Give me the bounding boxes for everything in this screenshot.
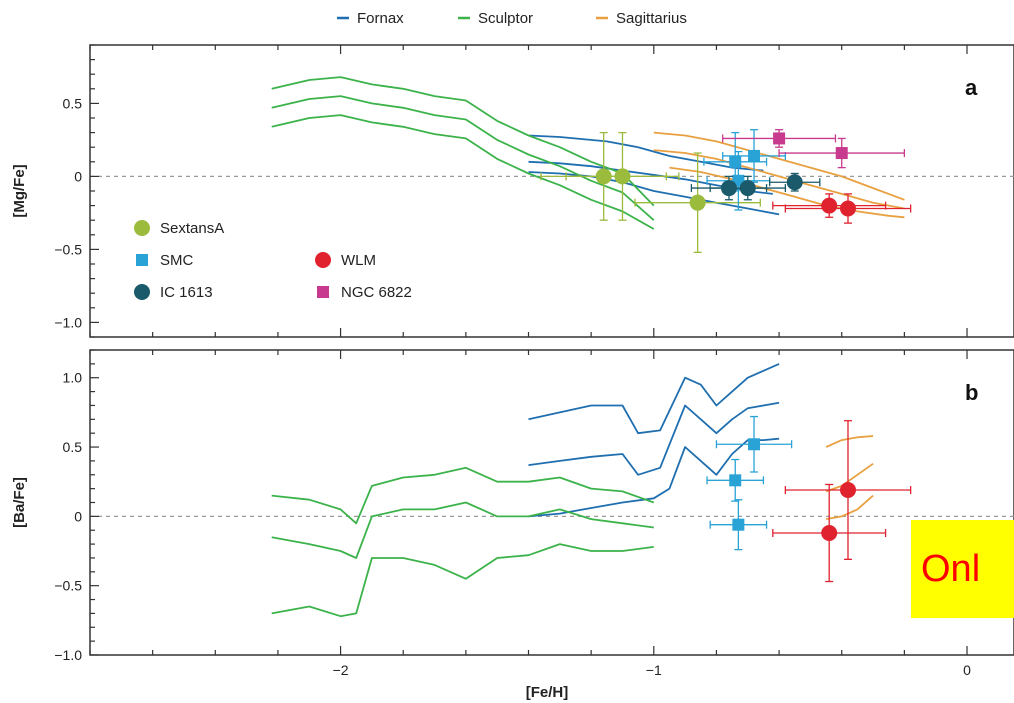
data-point-wlm [839, 200, 856, 217]
series-line-sculptor [271, 76, 655, 207]
legend-marker-ic-1613 [134, 284, 150, 300]
series-line-fornax [528, 437, 780, 518]
legend-label-sagittarius: Sagittarius [616, 10, 687, 27]
y-tick-label: −0.5 [54, 241, 82, 257]
y-tick-label: 0.5 [63, 95, 83, 111]
series-line-sagittarius [669, 166, 905, 219]
legend-label-smc: SMC [160, 252, 194, 269]
data-point-smc [729, 155, 742, 168]
plot-frame [89, 349, 1014, 656]
y-tick-label: 1.0 [63, 370, 83, 386]
plot-frame [89, 44, 1014, 338]
data-point-sextansa [689, 194, 706, 211]
x-tick-label: −1 [646, 662, 662, 678]
y-tick-label: 0 [74, 508, 82, 524]
data-point-smc [748, 149, 761, 162]
panel-b-ba-fe: −1.0 −0.5 0 0.5 1.0 −2 −1 0 [Ba/Fe] [Fe/H] b [11, 349, 1014, 701]
series-line-sculptor [271, 114, 655, 230]
legend-marker-sextansa [134, 220, 150, 236]
x-tick-label: −2 [333, 662, 349, 678]
y-tick-label: −1.0 [54, 314, 82, 330]
series-line-fornax [528, 171, 780, 216]
data-point-ngc-6822 [835, 147, 848, 160]
panel-letter: a [965, 75, 978, 100]
series-line-sculptor [271, 95, 655, 221]
y-axis-title: [Ba/Fe] [11, 477, 28, 528]
legend-label-fornax: Fornax [357, 10, 404, 27]
legend-label-sextansa: SextansA [160, 220, 224, 237]
data-point-wlm [839, 482, 856, 499]
series-line-sculptor [271, 543, 654, 618]
data-point-ic-1613 [739, 180, 756, 197]
legend-label-ic-1613: IC 1613 [160, 284, 213, 301]
series-line-sagittarius [653, 149, 905, 210]
legend-marker-smc [136, 254, 148, 266]
series-legend: Fornax Sculptor Sagittarius [337, 10, 687, 27]
legend-label-ngc-6822: NGC 6822 [341, 284, 412, 301]
series-line-sagittarius [825, 435, 874, 448]
legend-marker-ngc-6822 [317, 286, 329, 298]
data-point-wlm [821, 525, 838, 541]
panel-letter: b [965, 380, 978, 405]
series-line-fornax [528, 401, 780, 476]
y-tick-label: 0.5 [63, 439, 83, 455]
overlay-text: Onl [921, 548, 981, 590]
x-axis-title: [Fe/H] [526, 684, 569, 701]
data-point-ngc-6822 [773, 132, 786, 145]
data-point-smc [729, 474, 742, 487]
y-tick-label: −0.5 [54, 578, 82, 594]
series-line-sculptor [271, 466, 655, 525]
legend-label-wlm: WLM [341, 252, 376, 269]
panel-a-mg-fe: −1.0 −0.5 0 0.5 [Mg/Fe] a [11, 44, 1014, 338]
series-line-fornax [528, 134, 764, 172]
data-point-smc [748, 438, 761, 451]
series-line-sagittarius [825, 494, 874, 520]
overlay-banner: Onl [911, 520, 1014, 618]
data-point-ic-1613 [786, 174, 803, 191]
legend-marker-wlm [315, 252, 331, 268]
series-line-fornax [528, 160, 773, 195]
x-tick-label: 0 [963, 662, 971, 678]
y-tick-label: −1.0 [54, 647, 82, 663]
data-point-wlm [821, 197, 838, 214]
series-line-sagittarius [653, 131, 905, 201]
galaxy-legend: SextansA SMC IC 1613 WLM NGC 6822 [134, 220, 412, 301]
series-line-fornax [528, 363, 780, 435]
y-tick-label: 0 [74, 168, 82, 184]
series-line-sculptor [271, 501, 654, 559]
y-axis-title: [Mg/Fe] [11, 164, 28, 217]
legend-label-sculptor: Sculptor [478, 10, 533, 27]
data-point-smc [732, 518, 745, 531]
series-line-sagittarius [825, 462, 874, 493]
data-point-sextansa [614, 168, 631, 185]
